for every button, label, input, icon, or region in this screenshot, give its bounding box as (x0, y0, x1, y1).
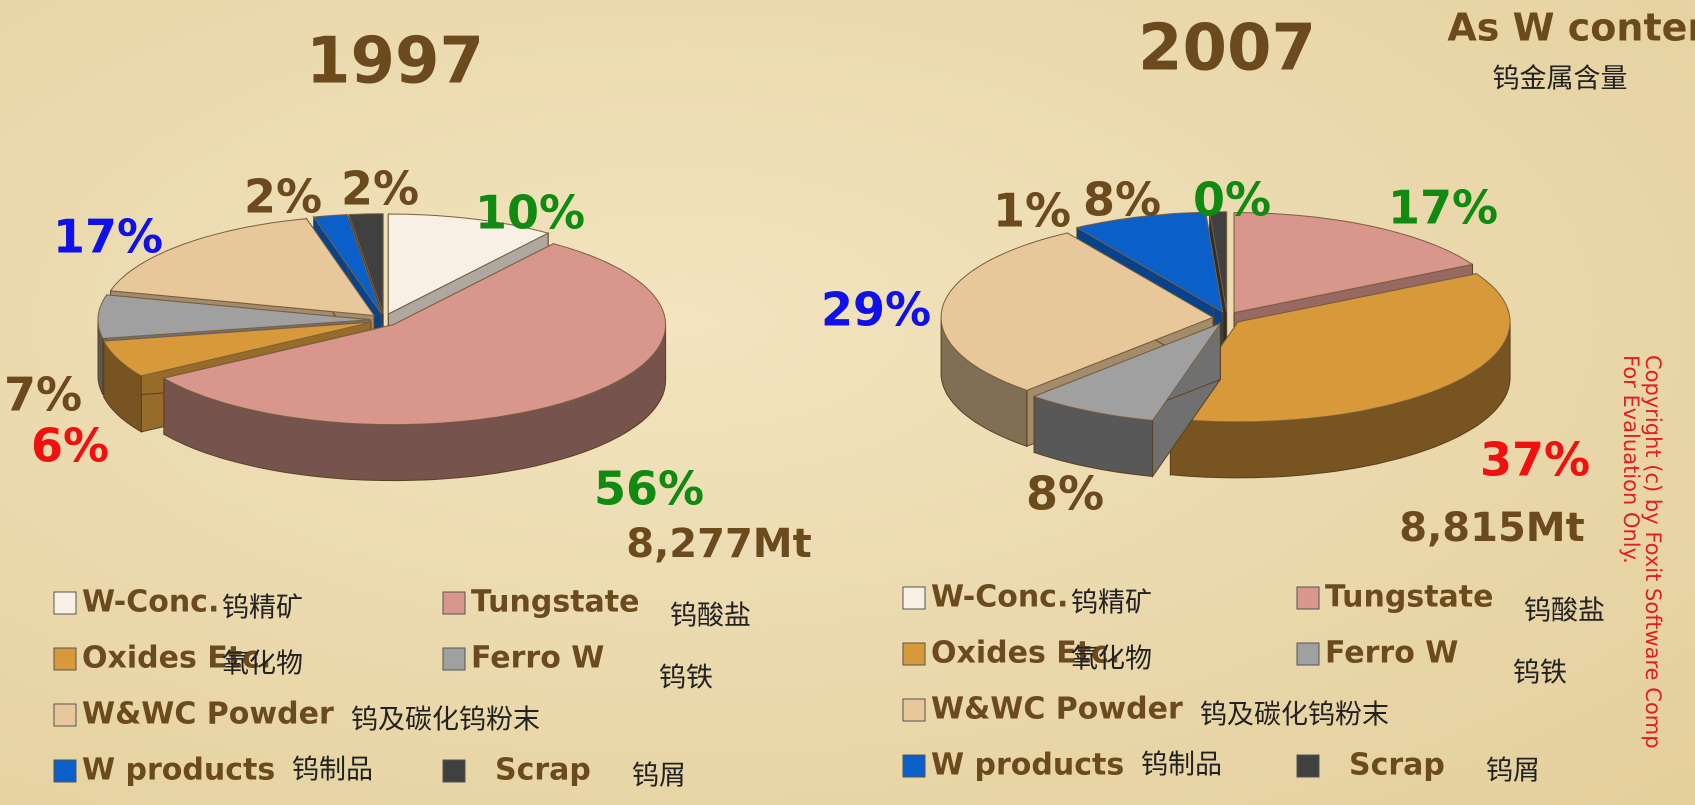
slice (1233, 212, 1474, 314)
data-label: 8% (1083, 173, 1161, 227)
data-label: 56% (594, 462, 704, 516)
legend-label-cn: 钨铁 (1513, 658, 1567, 689)
slice (109, 218, 376, 317)
slice (387, 213, 550, 315)
legend-label: W-Conc. (82, 585, 219, 620)
legend-label-cn: 钨酸盐 (670, 601, 751, 632)
legend-label-cn: 钨屑 (632, 761, 686, 792)
data-label: 17% (53, 210, 163, 264)
unit-note: As W content (1447, 6, 1695, 50)
legend-swatch (53, 591, 77, 615)
slice (1032, 322, 1222, 421)
slice (1208, 211, 1228, 312)
watermark: Copyright (c) by Foxit Software Comp (1641, 355, 1665, 749)
legend-label-cn: 氧化物 (222, 649, 303, 680)
legend-label: Tungstate (471, 585, 640, 620)
slice (312, 214, 382, 315)
legend-label-cn: 钨铁 (659, 663, 713, 694)
legend-label: W&WC Powder (82, 697, 334, 732)
chart-title: 1997 (306, 25, 484, 99)
legend-label-cn: 钨屑 (1486, 756, 1540, 787)
legend-label-cn: 钨制品 (1141, 750, 1222, 781)
legend-swatch (442, 647, 466, 671)
legend-label-cn: 氧化物 (1071, 644, 1152, 675)
legend-swatch (53, 759, 77, 783)
legend-swatch (442, 591, 466, 615)
legend-swatch (902, 642, 926, 666)
slice (1169, 273, 1511, 423)
slice (348, 213, 384, 314)
legend-label-cn: 钨酸盐 (1524, 596, 1605, 627)
data-label: 0% (1193, 173, 1271, 227)
slice (102, 321, 372, 377)
data-label: 1% (993, 184, 1071, 238)
legend-label: Ferro W (1325, 636, 1458, 671)
data-label: 7% (4, 368, 82, 422)
legend-label: Oxides Etc. (82, 641, 271, 676)
legend-label: Scrap (1349, 748, 1445, 783)
legend-label: Oxides Etc. (931, 636, 1120, 671)
data-label: 37% (1480, 433, 1590, 487)
legend-label: Tungstate (1325, 580, 1494, 615)
watermark: For Evaluation Only. (1619, 355, 1643, 564)
total-label: 8,277Mt (626, 521, 811, 567)
legend-label: W products (931, 748, 1124, 783)
legend-label: W products (82, 753, 275, 788)
legend-swatch (442, 759, 466, 783)
legend-label-cn: 钨精矿 (1071, 588, 1152, 619)
data-label: 6% (31, 419, 109, 473)
legend-swatch (902, 586, 926, 610)
legend-label: Ferro W (471, 641, 604, 676)
legend-label: W-Conc. (931, 580, 1068, 615)
legend-label-cn: 钨制品 (292, 755, 373, 786)
data-label: 2% (341, 162, 419, 216)
slice (1075, 211, 1224, 313)
unit-note-cn: 钨金属含量 (1493, 64, 1628, 95)
slice (940, 232, 1215, 391)
legend-swatch (53, 703, 77, 727)
legend-label-cn: 钨精矿 (222, 593, 303, 624)
data-label: 10% (475, 186, 585, 240)
legend-label-cn: 钨及碳化钨粉末 (1200, 700, 1389, 731)
slice (97, 294, 371, 340)
chart-title: 2007 (1138, 12, 1316, 86)
legend-swatch (1296, 642, 1320, 666)
legend-swatch (1296, 586, 1320, 610)
slice (162, 243, 667, 426)
data-label: 8% (1026, 467, 1104, 521)
data-label: 29% (821, 283, 931, 337)
legend-swatch (1296, 754, 1320, 778)
legend-label: W&WC Powder (931, 692, 1183, 727)
legend-label: Scrap (495, 753, 591, 788)
data-label: 17% (1388, 181, 1498, 235)
legend-label-cn: 钨及碳化钨粉末 (351, 705, 540, 736)
total-label: 8,815Mt (1399, 505, 1584, 551)
legend-swatch (902, 754, 926, 778)
legend-swatch (53, 647, 77, 671)
legend-swatch (902, 698, 926, 722)
data-label: 2% (244, 170, 322, 224)
